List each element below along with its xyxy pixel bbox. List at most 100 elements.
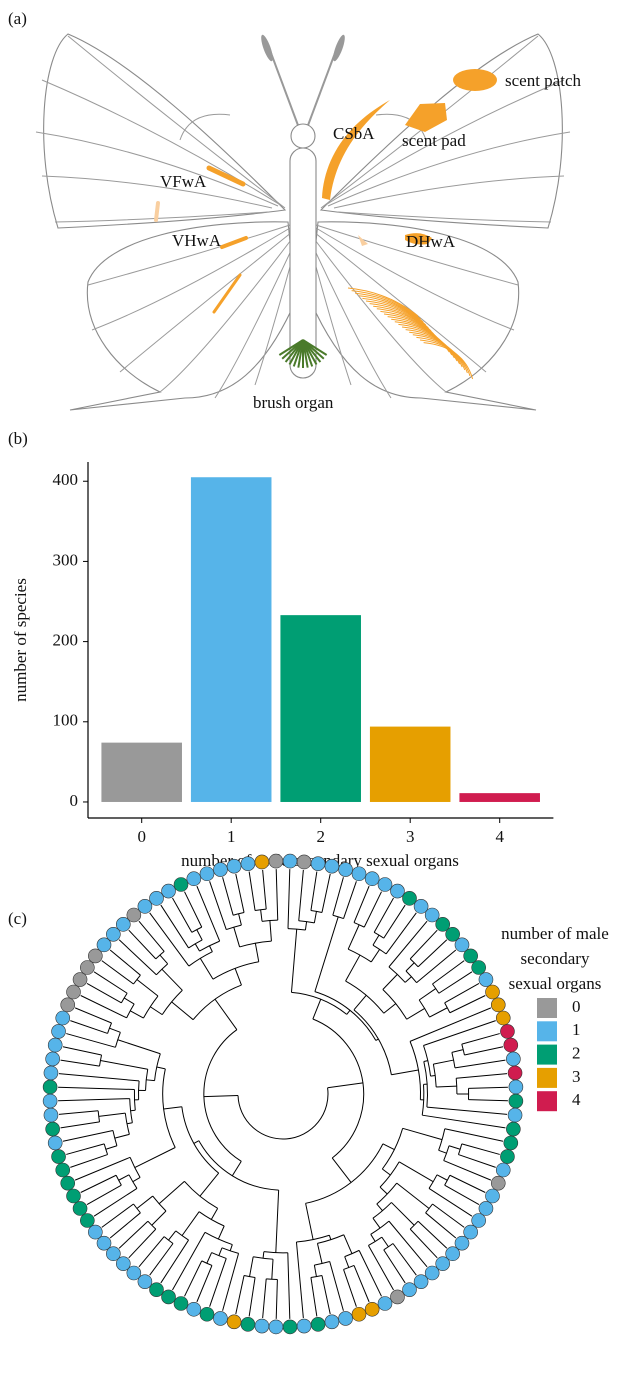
organ-label: VFwA <box>160 172 207 191</box>
tip <box>173 1296 189 1311</box>
tip <box>390 883 405 899</box>
tip <box>324 858 340 874</box>
hair <box>398 323 455 359</box>
branch <box>391 1069 419 1076</box>
branch <box>464 1046 504 1056</box>
branch <box>456 1073 508 1079</box>
branch <box>383 1249 406 1284</box>
branch <box>353 1265 370 1303</box>
branch <box>271 1259 274 1280</box>
branch <box>423 1060 428 1063</box>
hair <box>351 290 421 320</box>
y-tick-label: 200 <box>53 631 79 650</box>
branch <box>196 929 203 941</box>
organ-label: CSbA <box>333 124 375 143</box>
branch <box>368 1245 394 1291</box>
branch <box>417 939 448 968</box>
dhwa-light <box>358 235 368 246</box>
tip <box>240 1317 256 1332</box>
branch <box>62 1130 114 1142</box>
branch <box>86 983 122 1004</box>
tip <box>471 1213 486 1228</box>
tip <box>424 907 440 923</box>
branch <box>161 968 183 991</box>
tip <box>137 899 153 914</box>
branch <box>376 1203 383 1211</box>
tip <box>463 948 478 964</box>
tip <box>96 937 112 953</box>
branch <box>375 1038 379 1041</box>
branch <box>332 877 344 916</box>
legend: number of male secondary sexual organs 0 1 2 3… <box>501 924 609 1112</box>
tip <box>137 1274 153 1289</box>
branch <box>136 979 159 997</box>
branch <box>130 1109 136 1112</box>
x-tick-label: 1 <box>227 827 236 846</box>
bar <box>459 793 540 802</box>
tip <box>199 1306 215 1322</box>
antenna-club <box>261 34 273 62</box>
branch-arc <box>312 1018 365 1159</box>
tip <box>364 1301 380 1317</box>
branch <box>343 1234 353 1254</box>
branch <box>86 1184 122 1205</box>
branch <box>159 954 169 965</box>
tip <box>402 891 417 906</box>
branch <box>444 1128 504 1142</box>
branch-arc <box>237 1087 329 1140</box>
branch <box>249 1256 254 1277</box>
tip <box>268 1319 284 1335</box>
tip <box>338 862 353 877</box>
branch <box>62 1046 102 1056</box>
branch <box>262 869 267 910</box>
branch <box>443 1160 492 1181</box>
legend-title: number of male <box>501 924 609 943</box>
head <box>290 123 316 149</box>
branch <box>432 1203 465 1228</box>
branch <box>363 891 382 928</box>
branch <box>158 1180 185 1205</box>
branch <box>163 1106 182 1110</box>
tip <box>42 1093 58 1109</box>
branch <box>402 1127 443 1141</box>
branch <box>199 1172 220 1197</box>
tip <box>186 871 202 887</box>
legend-label: 4 <box>572 1090 581 1109</box>
tip <box>324 1314 340 1330</box>
branch <box>275 1279 278 1319</box>
branch <box>404 976 412 983</box>
branch <box>234 968 242 986</box>
tip <box>43 1065 59 1081</box>
tip <box>126 1265 142 1281</box>
branch <box>379 1186 388 1195</box>
branch <box>416 949 457 984</box>
tip <box>60 997 76 1013</box>
hair <box>355 292 424 323</box>
branch <box>160 1239 189 1284</box>
branch <box>444 983 480 1004</box>
branch <box>430 1075 436 1077</box>
x-tick-label: 2 <box>316 827 325 846</box>
branch <box>448 1145 461 1150</box>
branch-arc <box>305 1143 384 1204</box>
legend-label: 1 <box>572 1020 581 1039</box>
branch <box>353 885 370 923</box>
branch <box>146 1079 155 1082</box>
right-wings <box>309 33 571 411</box>
branch <box>260 909 263 922</box>
branch <box>229 1244 233 1251</box>
tip <box>80 960 95 975</box>
branch <box>346 1009 351 1015</box>
tip <box>310 856 326 871</box>
branch <box>391 1202 415 1226</box>
legend-key <box>537 998 557 1018</box>
tip <box>500 1149 515 1164</box>
tip <box>296 854 312 870</box>
branch <box>458 1154 496 1168</box>
branch <box>210 1208 219 1220</box>
tip <box>254 854 270 870</box>
bar <box>369 726 451 802</box>
branch <box>109 1212 141 1239</box>
tip <box>47 1135 63 1151</box>
